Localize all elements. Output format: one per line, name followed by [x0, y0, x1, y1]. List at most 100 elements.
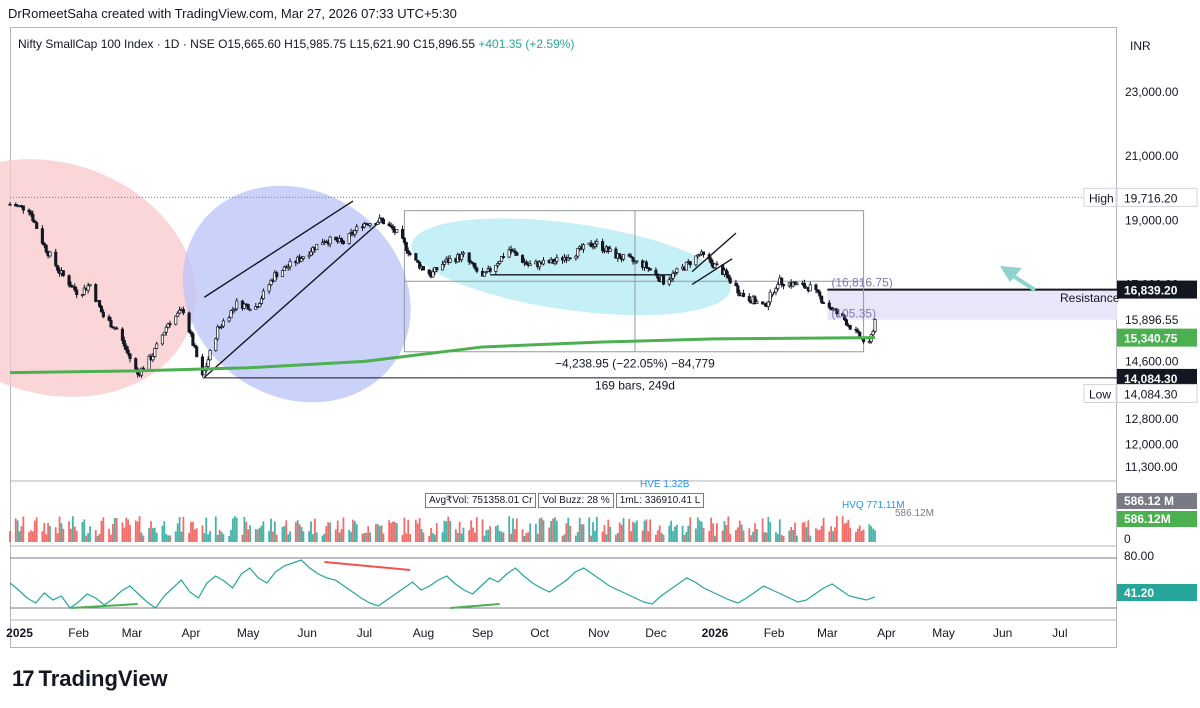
- candle-body: [498, 261, 502, 264]
- candle: [400, 225, 405, 240]
- arrow-head: [1000, 266, 1022, 282]
- volume-bar: [660, 532, 663, 542]
- candle: [227, 315, 231, 323]
- candle-body: [856, 329, 860, 333]
- volume-bar: [574, 535, 577, 542]
- candle-body: [654, 269, 658, 275]
- candle: [421, 265, 426, 271]
- volume-bar: [723, 521, 726, 542]
- volume-bar: [856, 528, 859, 542]
- currency-label[interactable]: INR: [1130, 39, 1151, 53]
- wedge-upper-line: [691, 232, 737, 273]
- candle-body: [259, 298, 264, 304]
- x-tick-label: Mar: [817, 626, 838, 640]
- volume-bar: [281, 526, 284, 542]
- price-tag-bg: [1117, 328, 1197, 347]
- volume-bar: [100, 520, 103, 542]
- candle-body: [187, 312, 191, 333]
- candle-body: [541, 260, 546, 265]
- symbol-legend[interactable]: Nifty SmallCap 100 Index · 1D · NSE O15,…: [18, 37, 574, 51]
- volume-bar: [475, 517, 478, 542]
- volume-bar: [378, 525, 381, 542]
- candle: [33, 219, 37, 224]
- fib-lower-label: (105.35): [831, 306, 876, 320]
- volume-bar: [538, 518, 541, 542]
- candle: [688, 260, 692, 268]
- volume-bar: [685, 531, 688, 542]
- candle: [395, 229, 399, 233]
- volume-bar: [555, 520, 558, 542]
- volume-bar: [134, 520, 137, 542]
- candle: [501, 252, 506, 259]
- volume-bar: [780, 534, 783, 542]
- candle-body: [389, 225, 393, 228]
- candle-body: [214, 338, 218, 351]
- candle-body: [395, 229, 399, 233]
- volume-bar: [590, 535, 593, 542]
- candle-body: [841, 313, 845, 317]
- candle: [404, 241, 408, 254]
- candle-body: [728, 277, 732, 284]
- volume-bar: [298, 524, 301, 542]
- candle-body: [86, 285, 90, 291]
- candle: [498, 260, 502, 265]
- candle-body: [286, 266, 290, 269]
- candle: [355, 223, 359, 234]
- candle: [427, 268, 431, 277]
- candle: [742, 289, 746, 298]
- candle-body: [400, 229, 405, 239]
- candle: [507, 246, 511, 259]
- volume-bar: [767, 516, 770, 542]
- volume-bar: [60, 523, 63, 542]
- y-tick-label: 19,000.00: [1125, 213, 1179, 227]
- candle-body: [635, 260, 639, 263]
- x-tick-label: Jun: [298, 626, 317, 640]
- volume-bar: [129, 524, 131, 542]
- candle-body: [208, 350, 212, 361]
- candle: [299, 256, 304, 262]
- candle-body: [29, 211, 33, 215]
- volume-bar: [508, 516, 511, 542]
- candle: [627, 252, 631, 257]
- volume-bar: [235, 517, 238, 542]
- volume-bar: [529, 523, 532, 542]
- volume-bar: [205, 517, 208, 542]
- candle-body: [75, 289, 79, 296]
- candle: [854, 326, 858, 334]
- price-tag-name: Low: [1089, 387, 1111, 401]
- candle: [328, 235, 332, 248]
- volume-bar: [828, 531, 831, 542]
- candle-body: [347, 233, 351, 244]
- candle-body: [721, 264, 725, 275]
- candle-body: [854, 328, 858, 331]
- candle-body: [780, 277, 784, 285]
- volume-bar: [329, 522, 331, 542]
- candle-body: [595, 241, 599, 245]
- candle-body: [387, 223, 391, 227]
- candle: [496, 261, 500, 268]
- candle: [128, 353, 132, 363]
- candle: [774, 286, 778, 296]
- volume-bar: [22, 516, 25, 542]
- volume-bar: [474, 532, 476, 542]
- candle-body: [667, 279, 671, 285]
- candle-body: [501, 256, 506, 258]
- volume-bar: [41, 531, 44, 542]
- candle-body: [475, 267, 479, 272]
- volume-bar: [340, 529, 343, 542]
- tradingview-brand[interactable]: 17 TradingView: [12, 666, 168, 692]
- candle-body: [233, 308, 237, 311]
- volume-bar: [632, 521, 634, 542]
- volume-bar: [498, 530, 501, 542]
- candle: [187, 311, 191, 334]
- volume-bar: [496, 525, 499, 542]
- candle: [233, 308, 237, 313]
- volume-bar: [20, 526, 23, 542]
- candle-body: [362, 223, 366, 228]
- volume-bar: [47, 523, 50, 542]
- volume-bar: [125, 517, 128, 542]
- candle-body: [844, 319, 848, 326]
- x-tick-label: Nov: [588, 626, 609, 640]
- ohlc-low: L15,621.90: [349, 37, 410, 51]
